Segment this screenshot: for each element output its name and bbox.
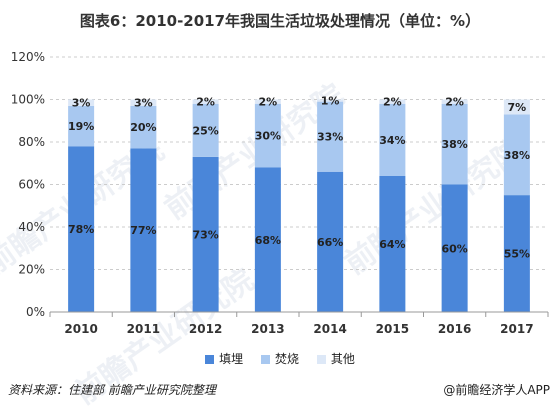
source-note: 资料来源：住建部 前瞻产业研究院整理 bbox=[8, 383, 216, 397]
x-tick-label: 2017 bbox=[500, 322, 533, 336]
legend-item-other: 其他 bbox=[316, 350, 355, 367]
y-tick-label: 0% bbox=[26, 305, 45, 319]
legend-item-landfill: 填埋 bbox=[205, 350, 243, 367]
data-label: 7% bbox=[508, 101, 527, 114]
brand-credit: @前瞻经济学人APP bbox=[443, 383, 550, 397]
bar-segment-incineration bbox=[68, 105, 95, 147]
bar-segment-incineration bbox=[317, 101, 344, 172]
data-label: 60% bbox=[441, 242, 467, 255]
data-label: 55% bbox=[504, 248, 530, 261]
bar-segment-other bbox=[130, 99, 157, 106]
y-tick-label: 120% bbox=[11, 50, 45, 64]
legend-label-landfill: 填埋 bbox=[219, 352, 244, 366]
bar-segment-other bbox=[503, 99, 530, 115]
data-label: 64% bbox=[379, 238, 405, 251]
data-label: 30% bbox=[255, 130, 281, 143]
data-label: 33% bbox=[317, 131, 343, 144]
data-label: 20% bbox=[130, 121, 156, 134]
bar-segment-other bbox=[254, 99, 281, 104]
bar-segment-landfill bbox=[254, 167, 281, 312]
data-label: 38% bbox=[504, 149, 530, 162]
y-tick-label: 100% bbox=[11, 93, 45, 107]
data-label: 77% bbox=[130, 224, 156, 237]
data-label: 1% bbox=[321, 95, 340, 108]
bar-segment-other bbox=[192, 99, 219, 104]
x-tick-label: 2011 bbox=[127, 322, 160, 336]
x-tick-label: 2013 bbox=[251, 322, 284, 336]
bar-segment-incineration bbox=[192, 103, 219, 157]
bar-segment-other bbox=[379, 99, 406, 104]
watermark-text: 前瞻产业研究院 bbox=[339, 133, 531, 282]
y-tick-label: 60% bbox=[18, 178, 45, 192]
bar-segment-incineration bbox=[503, 114, 530, 196]
x-tick-label: 2012 bbox=[189, 322, 222, 336]
y-tick-label: 40% bbox=[18, 220, 45, 234]
bar-segment-landfill bbox=[503, 195, 530, 312]
x-tick-label: 2015 bbox=[376, 322, 409, 336]
bar-segment-incineration bbox=[441, 103, 468, 185]
bar-segment-other bbox=[317, 99, 344, 102]
data-label: 68% bbox=[255, 234, 281, 247]
bar-segment-landfill bbox=[441, 184, 468, 312]
data-label: 38% bbox=[441, 138, 467, 151]
legend-label-incineration: 焚烧 bbox=[274, 352, 299, 366]
data-label: 2% bbox=[259, 96, 278, 109]
data-label: 2% bbox=[445, 96, 464, 109]
bar-segment-incineration bbox=[254, 103, 281, 168]
data-label: 2% bbox=[196, 96, 215, 109]
data-label: 3% bbox=[134, 97, 153, 110]
data-label: 66% bbox=[317, 236, 343, 249]
legend-item-incineration: 焚烧 bbox=[260, 350, 299, 367]
data-label: 2% bbox=[383, 96, 402, 109]
data-label: 73% bbox=[192, 228, 218, 241]
bar-segment-other bbox=[68, 99, 95, 106]
data-label: 25% bbox=[192, 124, 218, 137]
data-label: 78% bbox=[68, 223, 94, 236]
bar-segment-landfill bbox=[192, 156, 219, 312]
legend-swatch-other bbox=[316, 355, 326, 364]
data-label: 19% bbox=[68, 120, 94, 133]
bar-segment-landfill bbox=[317, 171, 344, 312]
bar-segment-landfill bbox=[379, 176, 406, 312]
bar-segment-landfill bbox=[130, 148, 157, 312]
legend-swatch-landfill bbox=[205, 355, 215, 364]
bar-segment-landfill bbox=[68, 146, 95, 312]
bar-segment-incineration bbox=[130, 105, 157, 149]
x-tick-label: 2014 bbox=[313, 322, 346, 336]
data-label: 34% bbox=[379, 134, 405, 147]
x-tick-label: 2016 bbox=[438, 322, 471, 336]
legend-label-other: 其他 bbox=[330, 352, 355, 366]
x-tick-label: 2010 bbox=[64, 322, 97, 336]
bar-segment-incineration bbox=[379, 103, 406, 176]
y-tick-label: 20% bbox=[18, 263, 45, 277]
chart-title: 图表6：2010-2017年我国生活垃圾处理情况（单位：%） bbox=[79, 12, 481, 30]
y-tick-label: 80% bbox=[18, 135, 45, 149]
legend: 填埋 焚烧 其他 bbox=[0, 350, 560, 367]
legend-swatch-incineration bbox=[260, 355, 270, 364]
bar-segment-other bbox=[441, 99, 468, 104]
data-label: 3% bbox=[72, 97, 91, 110]
